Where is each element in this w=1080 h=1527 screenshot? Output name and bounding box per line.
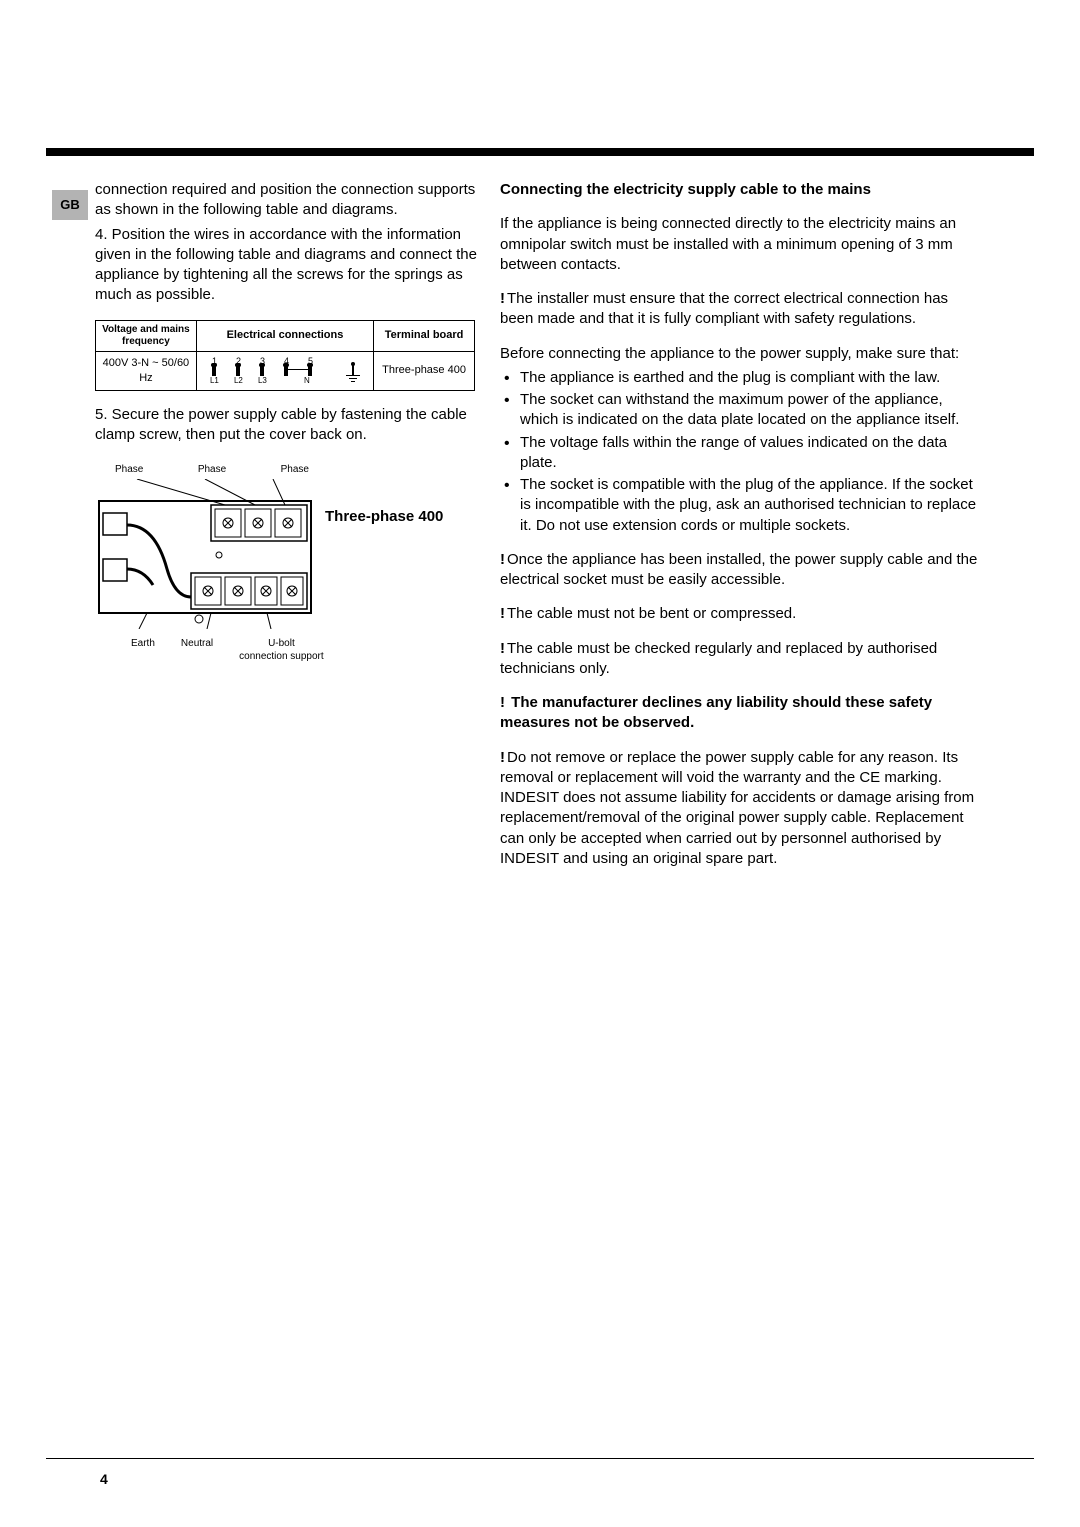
section-heading: Connecting the electricity supply cable … [500, 180, 980, 200]
warning-bold-paragraph: ! The manufacturer declines any liabilit… [500, 693, 980, 734]
exclaim-icon: ! [500, 551, 505, 568]
pin-label: L3 [258, 376, 267, 387]
figure-caption: Three-phase 400 [325, 507, 443, 527]
figure-label: Phase [115, 463, 143, 477]
connection-table: Voltage and mains frequency Electrical c… [95, 320, 475, 391]
bullet-list: The appliance is earthed and the plug is… [500, 368, 980, 536]
figure-label: connection support [239, 651, 324, 662]
list-item: The socket is compatible with the plug o… [500, 475, 980, 536]
exclaim-icon: ! [500, 694, 505, 711]
text: The manufacturer declines any liability … [500, 694, 932, 731]
list-item: The voltage falls within the range of va… [500, 433, 980, 474]
warning-paragraph: !The installer must ensure that the corr… [500, 289, 980, 330]
right-column: Connecting the electricity supply cable … [500, 180, 980, 873]
figure-label: Earth [131, 637, 155, 664]
paragraph: Before connecting the appliance to the p… [500, 344, 980, 364]
figure-label: Phase [281, 463, 309, 477]
figure-label: U-bolt [268, 638, 295, 649]
table-header: Terminal board [374, 320, 475, 351]
list-item: The appliance is earthed and the plug is… [500, 368, 980, 388]
exclaim-icon: ! [500, 640, 505, 657]
wiring-figure: Phase Phase Phase [95, 463, 483, 664]
text: Do not remove or replace the power suppl… [500, 749, 974, 867]
warning-paragraph: !Once the appliance has been installed, … [500, 550, 980, 591]
paragraph: 5. Secure the power supply cable by fast… [95, 405, 483, 446]
paragraph: 4. Position the wires in accordance with… [95, 225, 483, 306]
paragraph: connection required and position the con… [95, 180, 483, 221]
top-rule [46, 148, 1034, 156]
electrical-diagram-cell: 1 2 3 4 5 L1 L2 L3 [196, 351, 373, 390]
figure-label: Neutral [181, 637, 213, 664]
list-item: The socket can withstand the maximum pow… [500, 390, 980, 431]
pin-label: L2 [234, 376, 243, 387]
warning-paragraph: !The cable must not be bent or compresse… [500, 604, 980, 624]
text: The cable must be checked regularly and … [500, 640, 937, 677]
left-column: connection required and position the con… [95, 180, 483, 664]
terminal-board-diagram [95, 479, 315, 629]
language-badge: GB [52, 190, 88, 220]
exclaim-icon: ! [500, 290, 505, 307]
pin-label: N [304, 376, 310, 387]
text: Once the appliance has been installed, t… [500, 551, 977, 588]
text: The cable must not be bent or compressed… [507, 605, 796, 622]
warning-paragraph: !The cable must be checked regularly and… [500, 639, 980, 680]
pin-label: L1 [210, 376, 219, 387]
paragraph: If the appliance is being connected dire… [500, 214, 980, 275]
page-number: 4 [100, 1470, 108, 1489]
exclaim-icon: ! [500, 749, 505, 766]
warning-paragraph: !Do not remove or replace the power supp… [500, 748, 980, 870]
bottom-rule [46, 1458, 1034, 1460]
exclaim-icon: ! [500, 605, 505, 622]
figure-label: Phase [198, 463, 226, 477]
table-header: Voltage and mains frequency [96, 320, 197, 351]
table-cell: 400V 3-N ~ 50/60 Hz [96, 351, 197, 390]
table-header: Electrical connections [196, 320, 373, 351]
table-cell: Three-phase 400 [374, 351, 475, 390]
text: The installer must ensure that the corre… [500, 290, 948, 327]
